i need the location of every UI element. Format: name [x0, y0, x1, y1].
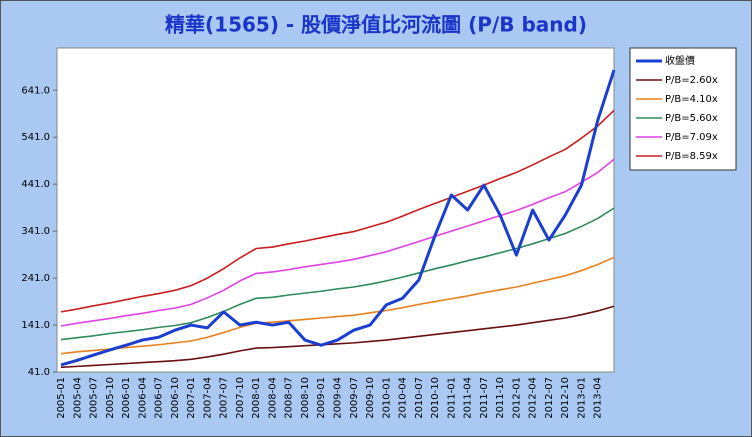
x-tick-label: 2005-10 [105, 377, 116, 419]
x-tick-label: 2008-07 [284, 377, 295, 419]
legend-box [629, 47, 737, 171]
series-line [60, 109, 615, 313]
y-tick-label: 341.0 [21, 226, 50, 237]
y-tick-label: 541.0 [21, 132, 50, 143]
y-tick-label: 141.0 [21, 320, 50, 331]
x-tick-label: 2007-10 [235, 377, 246, 419]
x-tick-label: 2009-01 [316, 377, 327, 419]
x-tick-label: 2006-07 [154, 377, 165, 419]
plot-area [56, 47, 615, 373]
x-tick-label: 2011-04 [463, 377, 474, 419]
legend-label: P/B=8.59x [665, 151, 718, 162]
series-line [60, 207, 615, 341]
x-tick-label: 2013-01 [576, 377, 587, 419]
x-tick-label: 2009-04 [333, 377, 344, 419]
x-tick-label: 2008-04 [267, 377, 278, 419]
x-tick-label: 2005-07 [89, 377, 100, 419]
legend-label: 收盤價 [665, 54, 695, 67]
y-tick-label: 641.0 [21, 85, 50, 96]
y-tick-label: 441.0 [21, 179, 50, 190]
x-tick-label: 2010-07 [414, 377, 425, 419]
x-tick-label: 2012-10 [560, 377, 571, 419]
x-tick-label: 2006-01 [121, 377, 132, 419]
legend-label: P/B=4.10x [665, 94, 718, 105]
series-line [60, 256, 615, 355]
series-line [60, 305, 615, 369]
x-tick-label: 2008-01 [251, 377, 262, 419]
x-tick-label: 2008-10 [300, 377, 311, 419]
y-tick-label: 241.0 [21, 273, 50, 284]
x-tick-label: 2007-01 [186, 377, 197, 419]
legend-label: P/B=2.60x [665, 75, 718, 86]
x-tick-label: 2011-07 [479, 377, 490, 419]
x-tick-label: 2006-04 [137, 377, 148, 419]
x-tick-label: 2006-10 [170, 377, 181, 419]
x-tick-label: 2010-01 [381, 377, 392, 419]
x-tick-label: 2012-04 [528, 377, 539, 419]
x-tick-label: 2013-04 [593, 377, 604, 419]
x-tick-label: 2011-01 [446, 377, 457, 419]
series-line [60, 69, 616, 367]
x-tick-label: 2005-04 [72, 377, 83, 419]
x-tick-label: 2010-04 [398, 377, 409, 419]
legend-label: P/B=7.09x [665, 132, 718, 143]
x-tick-label: 2012-01 [511, 377, 522, 419]
x-tick-label: 2007-07 [219, 377, 230, 419]
chart-title: 精華(1565) - 股價淨值比河流圖 (P/B band) [165, 13, 587, 37]
x-tick-label: 2009-10 [365, 377, 376, 419]
legend-label: P/B=5.60x [665, 113, 718, 124]
x-tick-label: 2011-10 [495, 377, 506, 419]
x-tick-label: 2010-10 [430, 377, 441, 419]
x-tick-label: 2005-01 [56, 377, 67, 419]
x-tick-label: 2009-07 [349, 377, 360, 419]
x-tick-label: 2012-07 [544, 377, 555, 419]
y-tick-label: 41.0 [28, 367, 50, 378]
series-line [60, 158, 615, 327]
x-tick-label: 2007-04 [202, 377, 213, 419]
